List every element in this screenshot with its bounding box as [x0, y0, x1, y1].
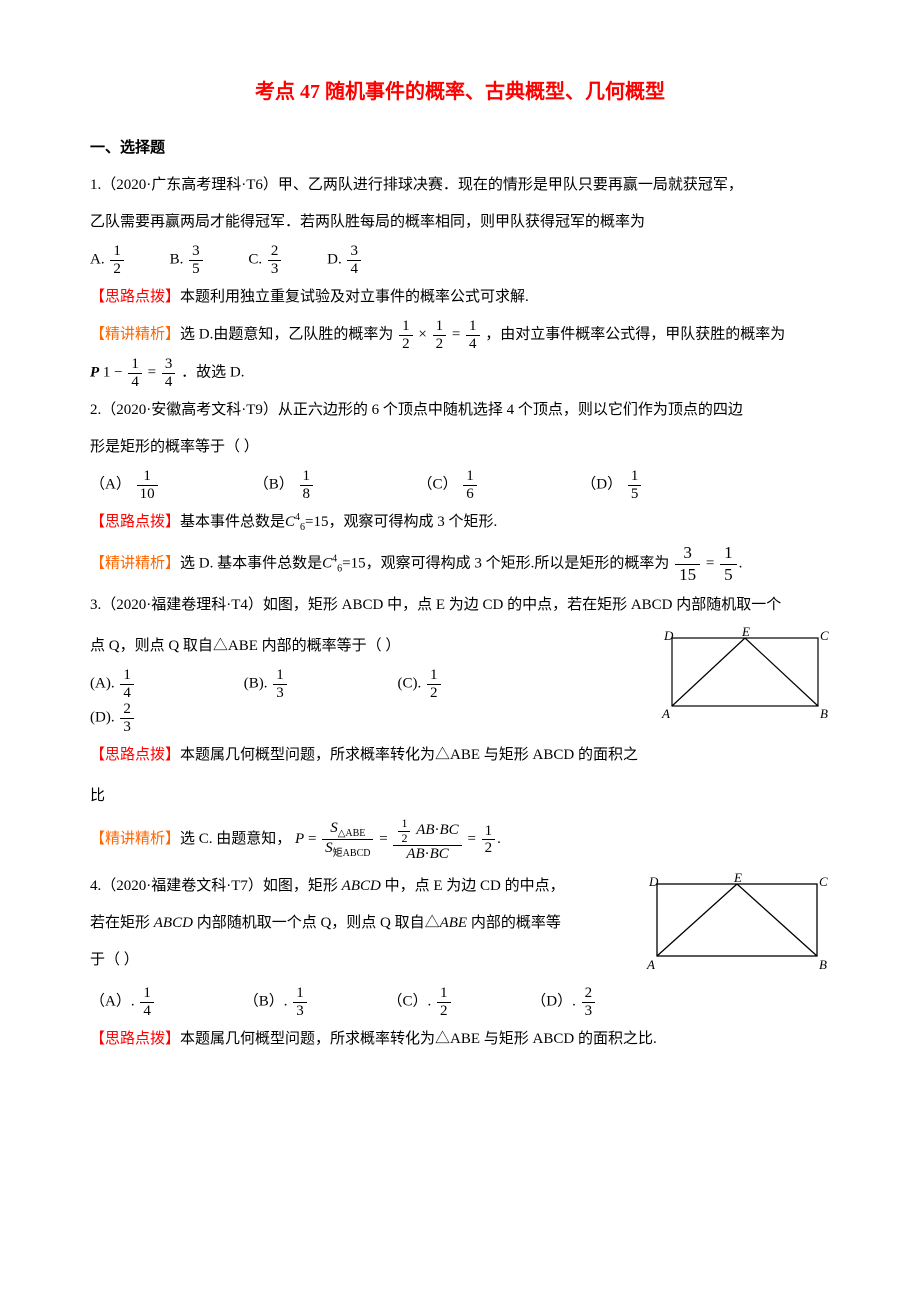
fraction: 12: [482, 823, 496, 857]
fraction: 23: [120, 701, 134, 735]
fraction: 315: [675, 543, 700, 585]
q3-solution: 【精讲精析】选 C. 由题意知， P = S△ABE S矩ABCD = 12 A…: [90, 817, 830, 862]
section-heading: 一、选择题: [90, 132, 830, 165]
fraction-area: 12 AB·BC AB·BC: [393, 817, 461, 862]
q3-options: (A). 14 (B). 13 (C). 12 (D). 23: [90, 667, 645, 735]
label-C: C: [820, 628, 829, 643]
q3-hint-line2: 比: [90, 780, 830, 813]
fraction: 12: [437, 985, 451, 1019]
q2-solution: 【精讲精析】选 D. 基本事件总数是C46=15，观察可得构成 3 个矩形.所以…: [90, 543, 830, 585]
q1-stem-line2: 乙队需要再赢两局才能得冠军．若两队胜每局的概率相同，则甲队获得冠军的概率为: [90, 206, 830, 239]
hint-label: 【思路点拨】: [90, 747, 180, 763]
q4-option-a: （A）. 14: [90, 985, 200, 1019]
q4-figure: D E C A B: [645, 872, 830, 985]
label-B: B: [819, 957, 827, 972]
fraction: 13: [273, 667, 287, 701]
fraction: 16: [463, 468, 477, 502]
q3-option-b: (B). 13: [244, 667, 354, 701]
fraction: 18: [300, 468, 314, 502]
q3-option-d: (D). 23: [90, 701, 136, 735]
label-D: D: [663, 628, 674, 643]
q2-option-c: （C） 16: [418, 468, 578, 502]
q2-hint: 【思路点拨】基本事件总数是C46=15，观察可得构成 3 个矩形.: [90, 506, 830, 539]
fraction: 15: [720, 543, 737, 585]
label-B: B: [820, 706, 828, 721]
q2-options: （A） 110 （B） 18 （C） 16 （D） 15: [90, 468, 830, 502]
q3-stem-line2: 点 Q，则点 Q 取自△ABE 内部的概率等于（ ）: [90, 630, 645, 663]
fraction: 12: [427, 667, 441, 701]
q1-option-c: C. 23: [248, 243, 283, 277]
label-C: C: [819, 874, 828, 889]
solution-label: 【精讲精析】: [90, 326, 180, 342]
q3-option-a: (A). 14: [90, 667, 200, 701]
fraction: 23: [582, 985, 596, 1019]
label-E: E: [741, 626, 750, 639]
fraction: 12: [433, 318, 447, 352]
q2-option-a: （A） 110: [90, 468, 250, 502]
q1-hint: 【思路点拨】本题利用独立重复试验及对立事件的概率公式可求解.: [90, 281, 830, 314]
q4-stem-line1: 4.（2020·福建卷文科·T7）如图，矩形 ABCD 中，点 E 为边 CD …: [90, 870, 635, 903]
q4-stem-line3: 于（ ）: [90, 944, 635, 977]
q1-solution-line1: 【精讲精析】选 D.由题意知，乙队胜的概率为 12 × 12 = 14 ，由对立…: [90, 318, 830, 352]
q1-options: A. 12 B. 35 C. 23 D. 34: [90, 243, 830, 277]
fraction: 14: [140, 985, 154, 1019]
label-D: D: [648, 874, 659, 889]
q3-stem-line1: 3.（2020·福建卷理科·T4）如图，矩形 ABCD 中，点 E 为边 CD …: [90, 589, 830, 622]
q2-option-d: （D） 15: [581, 468, 741, 502]
q1-option-b: B. 35: [170, 243, 205, 277]
fraction: 15: [628, 468, 642, 502]
q4-option-d: （D）. 23: [531, 985, 597, 1019]
label-A: A: [661, 706, 670, 721]
fraction: 34: [347, 243, 361, 277]
q2-option-b: （B） 18: [254, 468, 414, 502]
q3-figure: D E C A B: [660, 626, 830, 734]
q3-option-c: (C). 12: [398, 667, 528, 701]
fraction: 14: [466, 318, 480, 352]
q4-hint: 【思路点拨】本题属几何概型问题，所求概率转化为△ABE 与矩形 ABCD 的面积…: [90, 1023, 830, 1056]
fraction: 110: [137, 468, 158, 502]
label-A: A: [646, 957, 655, 972]
q4-option-c: （C）. 12: [388, 985, 488, 1019]
variable-P: P: [90, 364, 99, 380]
fraction: 14: [128, 356, 142, 390]
q4-option-b: （B）. 13: [244, 985, 344, 1019]
solution-label: 【精讲精析】: [90, 831, 180, 847]
fraction: 34: [162, 356, 176, 390]
q1-option-a: A. 12: [90, 243, 126, 277]
page-title: 考点 47 随机事件的概率、古典概型、几何概型: [90, 70, 830, 114]
q1-option-d: D. 34: [327, 243, 363, 277]
q1-stem-line1: 1.（2020·广东高考理科·T6）甲、乙两队进行排球决赛．现在的情形是甲队只要…: [90, 169, 830, 202]
variable-P: P: [295, 831, 304, 847]
fraction: 35: [189, 243, 203, 277]
fraction: 12: [110, 243, 124, 277]
q4-stem-line2: 若在矩形 ABCD 内部随机取一个点 Q，则点 Q 取自△ABE 内部的概率等: [90, 907, 635, 940]
label-E: E: [733, 872, 742, 885]
fraction: 12: [399, 318, 413, 352]
solution-label: 【精讲精析】: [90, 556, 180, 572]
q1-solution-line2: P 1 − 14 = 34 ．故选 D.: [90, 356, 830, 390]
fraction: 13: [293, 985, 307, 1019]
hint-label: 【思路点拨】: [90, 514, 180, 530]
fraction-S: S△ABE S矩ABCD: [322, 820, 373, 859]
fraction: 23: [268, 243, 282, 277]
hint-label: 【思路点拨】: [90, 289, 180, 305]
rectangle-diagram: D E C A B: [645, 872, 830, 972]
q2-stem-line1: 2.（2020·安徽高考文科·T9）从正六边形的 6 个顶点中随机选择 4 个顶…: [90, 394, 830, 427]
hint-label: 【思路点拨】: [90, 1031, 180, 1047]
q3-hint-line1: 【思路点拨】本题属几何概型问题，所求概率转化为△ABE 与矩形 ABCD 的面积…: [90, 739, 645, 772]
fraction: 14: [120, 667, 134, 701]
q2-stem-line2: 形是矩形的概率等于（ ）: [90, 431, 830, 464]
q4-options: （A）. 14 （B）. 13 （C）. 12 （D）. 23: [90, 985, 830, 1019]
rectangle-diagram: D E C A B: [660, 626, 830, 721]
